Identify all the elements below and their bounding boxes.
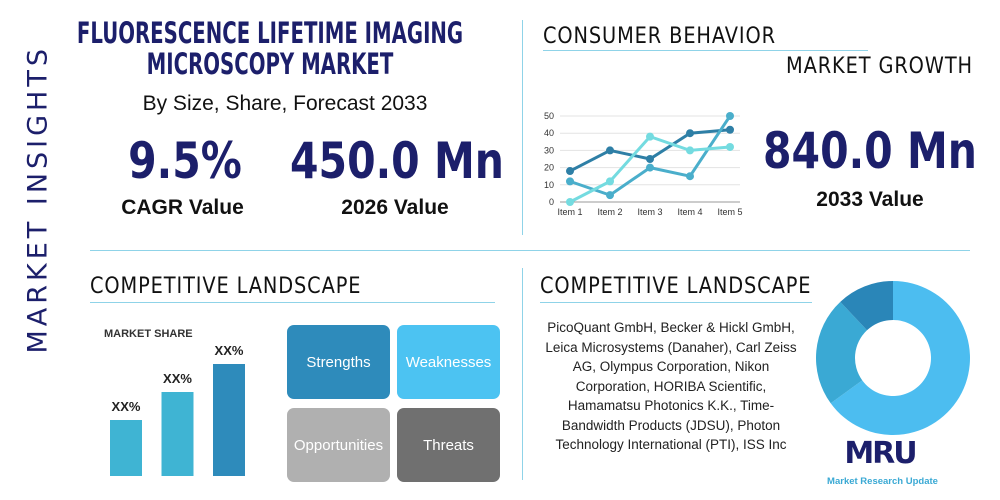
data-point [726, 125, 734, 134]
swot-opportunities[interactable]: Opportunities [287, 408, 390, 482]
divider [522, 20, 523, 235]
swot-label: Strengths [306, 353, 371, 371]
data-point [646, 163, 654, 172]
value-2033-label: 2033 Value [816, 188, 924, 211]
data-point [726, 142, 734, 151]
y-tick-label: 10 [544, 180, 554, 190]
bar [213, 364, 245, 476]
bar-label: XX% [112, 399, 141, 414]
swot-label: Threats [423, 436, 474, 454]
data-point [646, 132, 654, 141]
line-chart: 0 10 20 30 40 50 Item 1 Item 2 Item 3 Item 4 Item … [544, 111, 743, 217]
competitive-right-heading: COMPETITIVE LANDSCAPE [540, 274, 812, 299]
y-tick-label: 50 [544, 111, 554, 121]
donut-chart [816, 281, 970, 435]
growth-heading: MARKET GROWTH [786, 54, 973, 79]
data-point [646, 155, 654, 163]
data-point [726, 112, 734, 120]
logo-mark: MRU [844, 436, 917, 471]
y-tick-label: 30 [544, 145, 554, 155]
data-point [686, 146, 694, 155]
x-tick-label: Item 1 [557, 207, 582, 217]
cagr-value: 9.5% [128, 132, 242, 190]
value-2033: 840.0 Mn [763, 122, 977, 180]
data-point [606, 191, 614, 200]
data-point [686, 172, 694, 181]
data-point [566, 198, 574, 206]
swot-threats[interactable]: Threats [397, 408, 500, 482]
side-label: MARKET INSIGHTS [22, 45, 54, 354]
consumer-heading: CONSUMER BEHAVIOR [543, 24, 776, 49]
swot-label: Opportunities [293, 436, 384, 454]
x-tick-label: Item 4 [677, 207, 702, 217]
x-tick-label: Item 3 [637, 207, 662, 217]
bar-label: XX% [163, 371, 192, 386]
page-title: FLUORESCENCE LIFETIME IMAGING MICROSCOPY… [76, 16, 464, 81]
companies-list: PicoQuant GmbH, Becker & Hickl GmbH, Lei… [545, 320, 797, 452]
data-point [606, 177, 614, 186]
divider [522, 268, 523, 480]
value-2026-label: 2026 Value [341, 196, 449, 219]
donut-slice [840, 281, 893, 331]
data-point [606, 146, 614, 155]
bar [161, 392, 194, 476]
data-point [686, 129, 694, 138]
heading-underline [540, 302, 812, 303]
heading-underline [90, 302, 495, 303]
bar [110, 420, 142, 476]
donut-slice [816, 301, 867, 404]
subtitle: By Size, Share, Forecast 2033 [142, 92, 428, 115]
bar-chart: XX% XX% XX% [110, 343, 245, 476]
bar-label: XX% [215, 343, 244, 358]
y-tick-label: 40 [544, 128, 554, 138]
logo-name: Market Research Update [827, 476, 938, 487]
bar-chart-title: MARKET SHARE [104, 328, 193, 340]
heading-underline [543, 50, 868, 51]
data-point [566, 177, 574, 186]
divider [90, 250, 970, 251]
x-tick-label: Item 2 [597, 207, 622, 217]
x-tick-label: Item 5 [717, 207, 742, 217]
swot-label: Weaknesses [405, 353, 492, 371]
competitive-left-heading: COMPETITIVE LANDSCAPE [90, 274, 362, 299]
cagr-label: CAGR Value [121, 196, 244, 219]
value-2026: 450.0 Mn [290, 132, 504, 190]
swot-weaknesses[interactable]: Weaknesses [397, 325, 500, 399]
y-tick-label: 20 [544, 163, 554, 173]
donut-slice [830, 281, 970, 435]
y-tick-label: 0 [549, 197, 554, 207]
data-point [566, 167, 574, 176]
swot-strengths[interactable]: Strengths [287, 325, 390, 399]
